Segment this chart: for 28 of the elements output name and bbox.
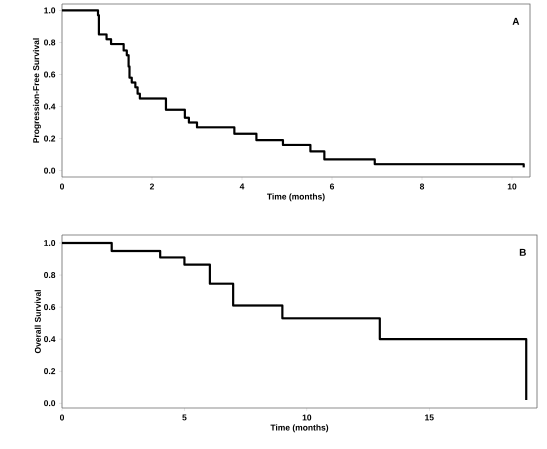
annotation: B bbox=[520, 248, 526, 256]
y-tick-label: 0.0 bbox=[44, 168, 56, 174]
annotation: A bbox=[512, 18, 520, 25]
y-tick-label: 1.0 bbox=[44, 240, 56, 246]
x-tick-label: 0 bbox=[60, 414, 64, 420]
x-tick-label: 10 bbox=[508, 184, 516, 190]
y-tick-label: 0.6 bbox=[44, 71, 56, 78]
x-tick-label: 2 bbox=[150, 184, 154, 190]
x-tick-label: 0 bbox=[60, 184, 64, 190]
x-axis-title: Time (months) bbox=[270, 424, 328, 432]
y-tick-label: 0.2 bbox=[44, 368, 56, 374]
y-axis-title: Progression-Free Survival bbox=[32, 38, 41, 143]
x-tick-label: 5 bbox=[182, 414, 187, 420]
y-tick-label: 0.8 bbox=[44, 39, 56, 46]
y-tick-label: 0.0 bbox=[44, 400, 56, 406]
y-tick-label: 0.6 bbox=[44, 304, 56, 310]
y-tick-label: 0.4 bbox=[44, 104, 56, 110]
y-tick-label: 0.2 bbox=[44, 136, 56, 142]
y-tick-label: 0.8 bbox=[44, 272, 56, 278]
x-axis-title: Time (months) bbox=[267, 193, 325, 202]
x-tick-label: 4 bbox=[240, 184, 244, 190]
y-axis-title: Overall Survival bbox=[34, 290, 41, 354]
x-tick-label: 8 bbox=[420, 184, 424, 190]
x-tick-label: 10 bbox=[302, 414, 312, 420]
x-tick-label: 6 bbox=[330, 184, 334, 190]
y-tick-label: 0.4 bbox=[44, 336, 56, 342]
y-tick-label: 1.0 bbox=[44, 7, 56, 14]
x-tick-label: 15 bbox=[425, 414, 434, 420]
